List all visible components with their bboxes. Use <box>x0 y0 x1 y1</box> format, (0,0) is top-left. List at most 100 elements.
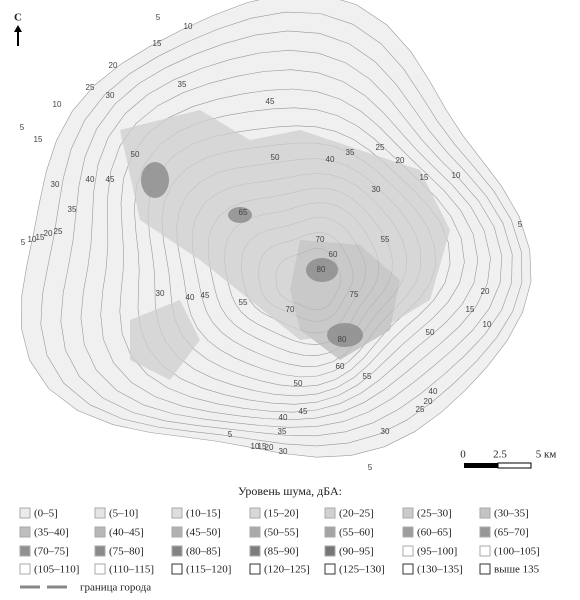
legend-label: (105–110] <box>34 564 79 576</box>
contour-label: 30 <box>156 289 165 298</box>
contour-label: 5 <box>368 463 373 472</box>
contour-line <box>119 88 479 413</box>
legend-swatch <box>402 507 414 519</box>
scale-bar <box>464 463 498 468</box>
scale-bar <box>497 462 532 469</box>
legend-swatch <box>479 507 491 519</box>
contour-label: 15 <box>466 305 475 314</box>
legend-swatch <box>19 545 31 557</box>
contour-label: 25 <box>416 405 425 414</box>
contour-label: 10 <box>184 22 193 31</box>
contour-line <box>133 107 465 405</box>
contour-label: 10 <box>452 171 461 180</box>
legend-swatch <box>171 507 183 519</box>
contour-label: 20 <box>396 156 405 165</box>
contour-label: 30 <box>51 180 60 189</box>
legend-label: (70–75] <box>34 546 69 558</box>
legend-swatch <box>324 563 336 575</box>
contour-label: 15 <box>258 442 267 451</box>
contour-line <box>80 49 503 428</box>
legend-swatch <box>402 526 414 538</box>
hotspot <box>141 162 169 198</box>
contour-label: 10 <box>53 100 62 109</box>
contour-line <box>40 11 523 447</box>
city-area <box>130 300 200 380</box>
contour-label: 20 <box>109 61 118 70</box>
legend-swatch <box>402 563 414 575</box>
legend-swatch <box>324 507 336 519</box>
legend: (0–5] (5–10] (10–15] (15–20] (20–25] (25–30] (… <box>19 507 540 576</box>
hotspot <box>327 323 363 347</box>
legend-swatch <box>94 545 106 557</box>
hotspots <box>141 162 363 347</box>
legend-swatch <box>19 526 31 538</box>
legend-label: (100–105] <box>494 546 540 558</box>
contour-label: 50 <box>426 328 435 337</box>
hotspot <box>306 258 338 282</box>
contour-label: 80 <box>338 335 347 344</box>
contour-label: 25 <box>54 227 63 236</box>
contour-label: 70 <box>286 305 295 314</box>
legend-label: (60–65] <box>417 527 452 539</box>
legend-label: (75–80] <box>109 546 144 558</box>
contour-label: 30 <box>279 447 288 456</box>
legend-swatch <box>249 563 261 575</box>
contour-label: 20 <box>265 443 274 452</box>
legend-label: (110–115] <box>109 564 154 576</box>
contour-label: 20 <box>481 287 490 296</box>
legend-label: (55–60] <box>339 527 374 539</box>
contour-label: 45 <box>266 97 275 106</box>
legend-swatch <box>171 526 183 538</box>
north-label: С <box>14 12 22 24</box>
legend-label: (50–55] <box>264 527 299 539</box>
contour-label: 45 <box>299 407 308 416</box>
legend-label: (40–45] <box>109 527 144 539</box>
contour-label: 40 <box>326 155 335 164</box>
legend-swatch <box>479 545 491 557</box>
legend-swatch <box>249 545 261 557</box>
contour-label: 15 <box>153 39 162 48</box>
legend-label: (5–10] <box>109 508 138 520</box>
legend-swatch <box>171 545 183 557</box>
contour-label: 55 <box>381 235 390 244</box>
contour-label: 30 <box>372 185 381 194</box>
legend-label: (115–120] <box>186 564 231 576</box>
contour-label: 50 <box>271 153 280 162</box>
contour-line <box>100 69 491 421</box>
contour-label: 15 <box>420 173 429 182</box>
contour-label: 5 <box>518 220 523 229</box>
contour-label: 15 <box>36 233 45 242</box>
contour-label: 45 <box>201 291 210 300</box>
contour-label: 20 <box>44 229 53 238</box>
boundary-label: граница города <box>80 582 151 594</box>
legend-swatch <box>324 526 336 538</box>
legend-label: (35–40] <box>34 527 69 539</box>
contour-label: 40 <box>279 413 288 422</box>
legend-swatch <box>479 526 491 538</box>
legend-label: (20–25] <box>339 508 374 520</box>
legend-label: (45–50] <box>186 527 221 539</box>
legend-label: (80–85] <box>186 546 221 558</box>
legend-swatch <box>94 507 106 519</box>
legend-label: (25–30] <box>417 508 452 520</box>
legend-label: (65–70] <box>494 527 529 539</box>
contour-label: 35 <box>68 205 77 214</box>
contour-label: 15 <box>34 135 43 144</box>
contour-label: 40 <box>429 387 438 396</box>
legend-swatch <box>94 563 106 575</box>
contour-label: 65 <box>239 208 248 217</box>
legend-swatch <box>171 563 183 575</box>
legend-swatch <box>249 507 261 519</box>
north-arrow-head <box>14 25 22 32</box>
contour-label: 55 <box>239 298 248 307</box>
contour-label: 30 <box>381 427 390 436</box>
contour-label: 5 <box>228 430 233 439</box>
contour-line <box>147 125 451 397</box>
legend-label: выше 135 <box>494 564 540 576</box>
legend-title: Уровень шума, дБА: <box>238 484 342 498</box>
contour-label: 30 <box>106 91 115 100</box>
contour-label: 20 <box>424 397 433 406</box>
scale-label: 5 км <box>536 449 557 461</box>
